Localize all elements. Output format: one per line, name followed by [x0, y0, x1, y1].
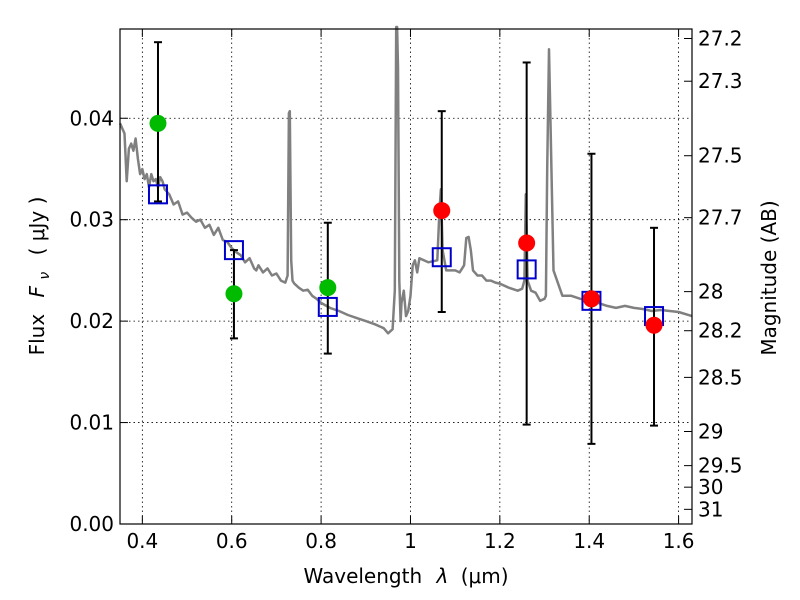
x-axis-label-symbol: λ	[436, 564, 449, 588]
x-axis-ticks: 0.4 0.6 0.8 1 1.2 1.4 1.6	[126, 29, 695, 553]
model-point-square	[147, 184, 168, 205]
observed-point-circle	[319, 279, 337, 297]
magnitude-tick-label: 29.5	[698, 454, 743, 478]
y-axis-label-text: Flux	[25, 314, 49, 356]
x-tick-label: 1.2	[484, 529, 516, 553]
model-point-square	[223, 240, 244, 261]
x-axis-label-text: Wavelength	[303, 564, 422, 588]
x-tick-label: 0.8	[305, 529, 337, 553]
y-axis-label-unit: ( μJy )	[25, 197, 49, 256]
observed-point-circle	[433, 202, 451, 220]
x-tick-label: 1.4	[573, 529, 605, 553]
model-point-square	[317, 296, 338, 317]
y-tick-label: 0.00	[69, 512, 114, 536]
observed-point-circle	[582, 290, 600, 308]
x-axis-label-unit: (μm)	[461, 564, 509, 588]
model-spectrum	[118, 25, 693, 335]
observed-point-circle	[149, 114, 167, 132]
magnitude-tick-label: 30	[698, 475, 723, 499]
magnitude-tick-label: 28	[698, 280, 723, 304]
model-point-square	[516, 259, 537, 280]
y-axis-ticks: 0.00 0.01 0.02 0.03 0.04	[69, 106, 128, 536]
x-axis-label: Wavelength λ (μm)	[303, 564, 508, 588]
magnitude-tick-label: 27.7	[698, 206, 743, 230]
magnitude-axis-label: Magnitude (AB)	[757, 200, 781, 355]
x-tick-label: 1	[404, 529, 417, 553]
plot-background	[120, 29, 692, 524]
data-markers	[147, 114, 665, 334]
magnitude-tick-label: 31	[698, 497, 723, 521]
x-tick-label: 1.6	[663, 529, 695, 553]
x-tick-label: 0.4	[126, 529, 158, 553]
magnitude-tick-label: 28.2	[698, 319, 743, 343]
magnitude-tick-label: 27.3	[698, 69, 743, 93]
observed-point-circle	[645, 316, 663, 334]
observed-point-circle	[225, 285, 243, 303]
y-axis-label: Flux F ν ( μJy )	[25, 197, 54, 356]
magnitude-tick-label: 29	[698, 419, 723, 443]
y-tick-label: 0.03	[69, 208, 114, 232]
y-axis-label-subscript: ν	[37, 272, 53, 280]
magnitude-tick-label: 28.5	[698, 365, 743, 389]
y-tick-label: 0.01	[69, 411, 114, 435]
plot-frame	[119, 28, 693, 525]
magnitude-tick-label: 27.2	[698, 27, 743, 51]
grid	[120, 29, 692, 524]
observed-point-circle	[518, 234, 536, 252]
y-axis-label-symbol: F	[25, 285, 49, 297]
y-tick-label: 0.02	[69, 309, 114, 333]
model-point-square	[431, 247, 452, 268]
x-tick-label: 0.6	[216, 529, 248, 553]
spectrum-line	[118, 25, 693, 335]
y-tick-label: 0.04	[69, 106, 114, 130]
magnitude-tick-label: 27.5	[698, 144, 743, 168]
